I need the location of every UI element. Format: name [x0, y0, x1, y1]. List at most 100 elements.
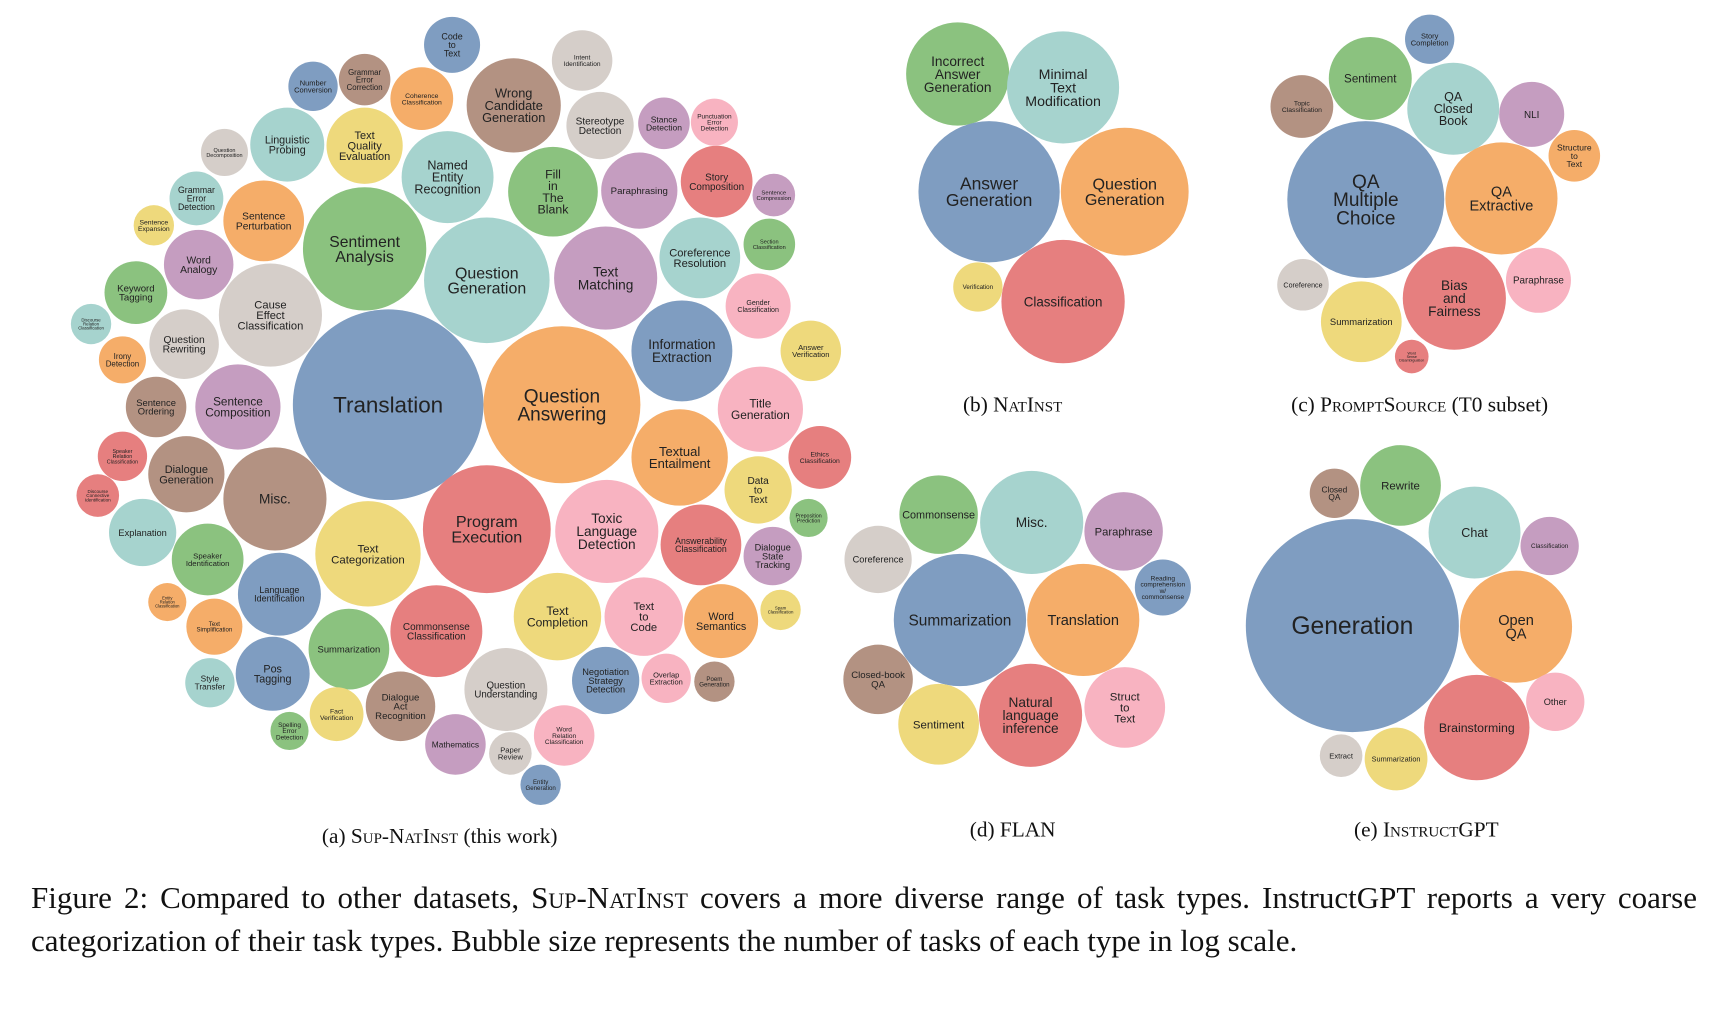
bubble-label: Sentiment Analysis: [329, 234, 400, 266]
bubble: [302, 187, 427, 311]
bubble-label: Keyword Tagging: [117, 283, 154, 303]
bubble-panel: Incorrect Answer Generation Minimal Text Modi…: [906, 22, 1189, 416]
bubble-label: Stereotype Detection: [576, 116, 625, 137]
bubble-label: Sentence Perturbation: [236, 212, 292, 233]
bubble-label: Sentiment: [913, 719, 965, 731]
bubble-label: Reading comprehension w/commonsense: [1141, 575, 1186, 601]
bubble: [566, 91, 634, 160]
bubble-label: QA Multiple Choice: [1333, 172, 1399, 229]
panel-caption-part: InstructGPT: [1378, 817, 1499, 841]
bubble: [604, 577, 684, 656]
bubble-label: Pos Tagging: [254, 663, 292, 685]
bubble-label: Summarization: [318, 643, 381, 654]
bubble-label: Answerability Classification: [675, 536, 727, 554]
bubble-label: Overlap Extraction: [650, 670, 683, 686]
bubble: [1270, 75, 1334, 138]
bubble: [1360, 445, 1441, 526]
bubble-label: Translation: [1048, 613, 1120, 629]
bubble-label: Classification: [1531, 543, 1569, 550]
bubble: [680, 145, 753, 218]
bubble-label: Speaker Relation Classification: [107, 449, 138, 465]
bubble: [788, 426, 852, 489]
bubble: [195, 364, 281, 450]
bubble-label: Rewrite: [1381, 480, 1420, 492]
bubble-label: Toxic Language Detection: [576, 511, 637, 552]
bubble-label: Misc.: [259, 492, 291, 507]
bubble-label: Chat: [1461, 526, 1488, 540]
bubble-label: Answer Verification: [792, 343, 829, 359]
bubble-label: Explanation: [118, 528, 166, 538]
bubble-label: Number Conversion: [294, 78, 332, 94]
bubble-panel: Story Completion Sentiment Topic Classificat…: [1270, 14, 1601, 416]
bubble-label: Story Composition: [689, 172, 744, 192]
bubble: [1134, 559, 1191, 616]
bubble-label: Paper Review: [498, 745, 523, 761]
bubble-label: Data to Text: [747, 476, 769, 506]
bubble: [1245, 519, 1459, 733]
bubble: [1394, 339, 1429, 374]
bubble: [1309, 468, 1360, 518]
bubble: [660, 504, 742, 586]
bubble: [338, 53, 391, 106]
bubble-label: Classification: [1024, 294, 1103, 309]
bubble: [108, 498, 177, 567]
bubble: [401, 131, 494, 224]
bubble: [292, 309, 484, 501]
bubble: [554, 226, 658, 330]
bubble: [390, 67, 454, 131]
bubble-label: Question Generation: [447, 265, 526, 297]
bubble-label: Style Transfer: [195, 674, 226, 692]
bubble: [725, 273, 791, 339]
bubble-label: Poem Generation: [699, 676, 729, 689]
panel-caption: (a) Sup-NatInst (this work): [322, 824, 558, 848]
bubble-label: Dialogue State Tracking: [755, 543, 791, 570]
bubble: [843, 644, 913, 715]
bubble: [789, 498, 828, 538]
bubble: [163, 229, 234, 300]
bubble-label: Section Classification: [753, 240, 786, 251]
bubble-label: Sentiment: [1344, 73, 1397, 86]
bubble: [918, 121, 1060, 263]
bubble: [760, 589, 801, 631]
bubble: [185, 658, 235, 708]
bubble-label: Coreference Resolution: [669, 247, 730, 270]
bubble: [572, 646, 640, 715]
bubble-label: Program Execution: [451, 513, 522, 546]
bubble: [425, 714, 486, 775]
bubble-label: Text Matching: [578, 264, 633, 292]
bubble: [1001, 239, 1125, 364]
bubble: [684, 584, 759, 659]
bubble-label: Commonsense: [902, 509, 975, 521]
panel-caption-part: (c): [1291, 392, 1315, 416]
bubble-label: Intent Identification: [564, 55, 601, 68]
bubble-label: Text Simplification: [197, 622, 233, 634]
bubble-panel: Commonsense Misc. Paraphrase Coreference Rea…: [843, 470, 1191, 841]
bubble-label: Text Categorization: [331, 543, 405, 566]
panel-caption: (c) PromptSource (T0 subset): [1291, 392, 1548, 416]
bubble: [1084, 667, 1166, 748]
bubble-label: Text Completion: [527, 604, 588, 630]
bubble: [1320, 281, 1402, 363]
bubble: [422, 465, 551, 594]
bubble: [690, 98, 738, 146]
bubble-label: Open QA: [1498, 613, 1534, 643]
bubble: [133, 205, 175, 246]
bubble: [631, 409, 728, 506]
bubble-label: Bias and Fairness: [1428, 278, 1481, 319]
bubble: [489, 732, 532, 775]
bubble: [148, 436, 225, 513]
bubble-label: Coherence Classification: [402, 93, 442, 106]
caption-text: Figure 2: Compared to other datasets,: [31, 880, 532, 915]
panel-caption-part: Sup-NatInst: [346, 824, 459, 848]
bubble-label: Fill in The Blank: [538, 167, 570, 216]
bubble: [125, 376, 187, 438]
bubble: [1364, 727, 1428, 791]
bubble-label: QA Extractive: [1469, 185, 1533, 215]
bubble: [315, 501, 421, 607]
bubble: [466, 58, 561, 153]
bubble-panel: Closed QA Rewrite Chat Classification Generat…: [1245, 445, 1585, 841]
bubble-label: Mathematics: [432, 739, 479, 749]
bubble-label: Gender Classification: [737, 300, 779, 314]
panel-caption: (b) NatInst: [963, 392, 1062, 416]
